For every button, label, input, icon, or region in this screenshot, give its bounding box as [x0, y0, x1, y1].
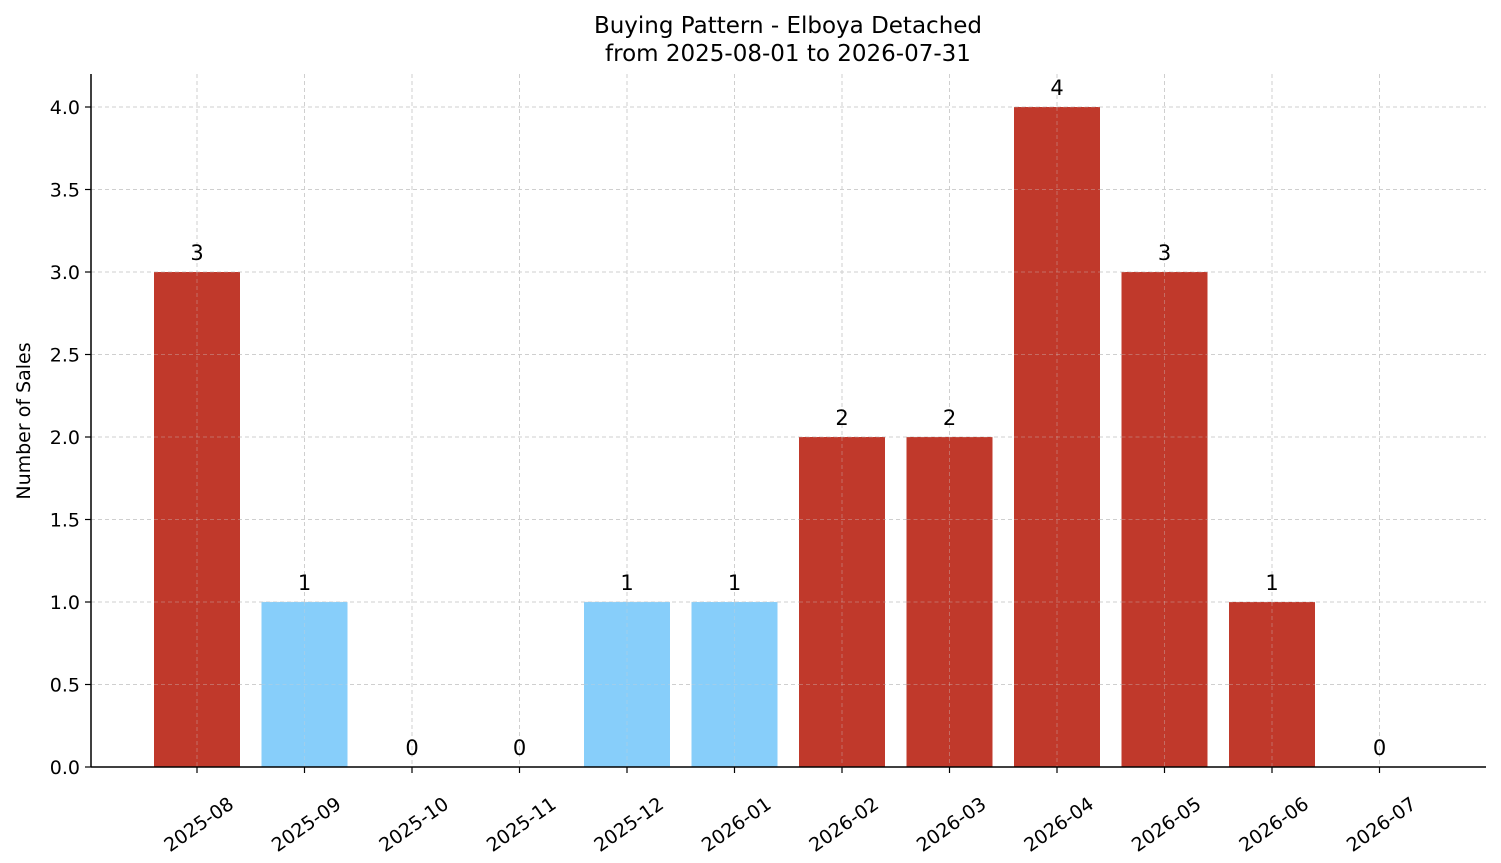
bar-2026-03	[906, 437, 993, 767]
value-label-2026-05: 3	[1158, 241, 1171, 265]
value-label-2025-09: 1	[298, 571, 311, 595]
bar-2026-06	[1229, 602, 1315, 767]
value-label-2025-08: 3	[190, 241, 203, 265]
y-axis-label: Number of Sales	[13, 342, 35, 499]
y-tick-label: 2.5	[50, 345, 80, 367]
y-tick-label: 1.0	[50, 592, 80, 614]
value-label-2026-07: 0	[1373, 736, 1386, 760]
y-tick-label: 0.5	[50, 675, 80, 697]
x-tick-label: 2026-03	[913, 793, 991, 857]
x-tick-label: 2026-06	[1235, 793, 1313, 857]
y-tick-label: 3.0	[50, 262, 80, 284]
value-label-2026-04: 4	[1050, 76, 1063, 100]
y-tick-label: 4.0	[50, 97, 80, 119]
x-tick-label: 2026-05	[1128, 793, 1206, 857]
x-tick-label: 2026-07	[1343, 793, 1421, 857]
bar-2026-05	[1121, 272, 1208, 767]
value-label-2026-06: 1	[1265, 571, 1278, 595]
value-label-2026-02: 2	[835, 406, 848, 430]
y-tick-label: 2.0	[50, 427, 80, 449]
bar-2025-08	[154, 272, 240, 767]
value-label-2025-10: 0	[405, 736, 418, 760]
x-ticks: 2025-08 2025-09 2025-10 2025-11 2025-12 2026-…	[160, 767, 1420, 857]
y-tick-label: 0.0	[50, 757, 80, 779]
y-tick-label: 3.5	[50, 180, 80, 202]
bar-2026-04	[1014, 107, 1100, 767]
y-ticks: 0.0 0.5 1.0 1.5 2.0 2.5 3.0 3.5 4.0	[50, 97, 91, 779]
chart-title: Buying Pattern - Elboya Detached	[594, 13, 982, 39]
bar-2026-02	[799, 437, 885, 767]
x-tick-label: 2025-12	[590, 793, 668, 857]
x-tick-label: 2026-01	[698, 793, 776, 857]
x-tick-label: 2025-10	[375, 793, 453, 857]
x-tick-label: 2025-11	[483, 793, 561, 857]
bar-2026-01	[691, 602, 778, 767]
value-label-2026-03: 2	[943, 406, 956, 430]
value-label-2026-01: 1	[728, 571, 741, 595]
chart-subtitle: from 2025-08-01 to 2026-07-31	[605, 41, 971, 67]
y-tick-label: 1.5	[50, 510, 80, 532]
bar-2025-09	[261, 602, 348, 767]
x-tick-label: 2026-04	[1020, 793, 1098, 857]
value-label-2025-11: 0	[513, 736, 526, 760]
x-tick-label: 2025-08	[160, 793, 238, 857]
bar-2025-12	[584, 602, 670, 767]
x-tick-label: 2026-02	[805, 793, 883, 857]
bars	[154, 106, 1315, 767]
value-label-2025-12: 1	[620, 571, 633, 595]
value-labels: 3 1 0 0 1 1 2 2 4 3 1 0	[190, 76, 1386, 760]
x-tick-label: 2025-09	[268, 793, 346, 857]
